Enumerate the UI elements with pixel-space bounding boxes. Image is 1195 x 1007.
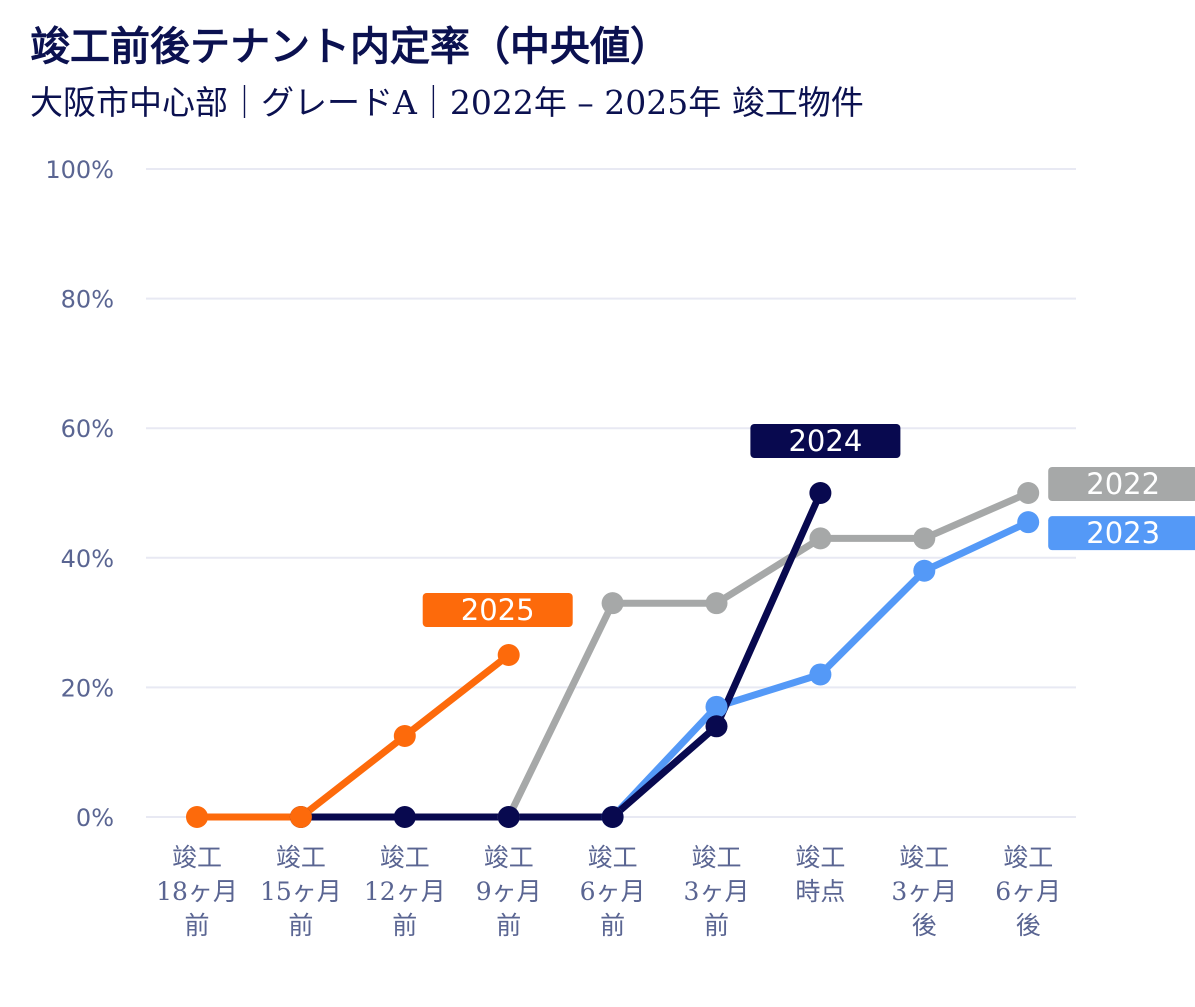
data-point-2023 (913, 559, 936, 582)
x-tick-label: 竣工 6ヶ月後 (995, 843, 1061, 940)
series-line-2022 (505, 489, 1032, 821)
y-tick-label: 100% (45, 156, 114, 184)
data-point-2025 (393, 725, 416, 747)
x-tick-label: 竣工 12ヶ月前 (364, 843, 446, 940)
series-tag-label-2024: 2024 (788, 424, 862, 458)
series-tags: 2022 2023 2024 2025 (422, 424, 1195, 627)
y-tick-label: 80% (61, 286, 114, 314)
data-point-2025 (186, 806, 208, 828)
y-tick-label: 40% (61, 545, 114, 573)
y-tick-label: 20% (61, 674, 114, 702)
data-point-2024 (393, 806, 416, 828)
series-lines (193, 489, 1032, 821)
x-tick-label: 竣工 6ヶ月前 (580, 843, 646, 940)
x-tick-label: 竣工 18ヶ月前 (156, 843, 238, 940)
series-line-2025 (193, 651, 513, 821)
data-point-2022 (809, 527, 832, 550)
data-point-2022 (913, 527, 936, 550)
y-tick-label: 0% (76, 804, 114, 832)
series-tag-label-2025: 2025 (461, 593, 535, 627)
data-point-2024 (705, 715, 728, 738)
series-tag-bg-2025 (422, 593, 573, 627)
series-tag-label-2022: 2022 (1086, 467, 1160, 501)
grid-lines (146, 168, 1076, 818)
series-tag-label-2023: 2023 (1086, 516, 1160, 550)
data-point-2025 (289, 806, 312, 828)
series-points (186, 482, 1040, 828)
data-point-2025 (497, 644, 520, 666)
data-point-2022 (705, 592, 728, 615)
x-tick-label: 竣工 3ヶ月後 (891, 843, 957, 940)
series-line-2024 (297, 489, 824, 821)
data-point-2022 (1017, 482, 1040, 504)
series-tag-bg-2022 (1048, 467, 1195, 501)
series-tag-bg-2024 (750, 424, 901, 458)
x-tick-label: 竣工時点 (795, 843, 845, 906)
data-point-2024 (809, 482, 832, 504)
y-tick-label: 60% (61, 415, 114, 443)
series-tag-bg-2023 (1048, 516, 1195, 551)
data-point-2024 (601, 806, 624, 828)
y-axis: 0% 20% 40% 60% 80% 100% (45, 156, 114, 832)
data-point-2023 (809, 663, 832, 686)
data-point-2023 (1017, 511, 1040, 534)
chart-subtitle: 大阪市中心部｜グレードA｜2022年 – 2025年 竣工物件 (30, 83, 864, 122)
data-point-2024 (497, 806, 520, 828)
data-point-2022 (601, 592, 624, 615)
chart-title: 竣工前後テナント内定率（中央値） (30, 23, 670, 70)
data-point-2023 (705, 695, 728, 718)
x-tick-label: 竣工 15ヶ月前 (260, 843, 342, 940)
x-tick-label: 竣工 9ヶ月前 (476, 843, 542, 940)
x-tick-label: 竣工 3ヶ月前 (684, 843, 750, 940)
